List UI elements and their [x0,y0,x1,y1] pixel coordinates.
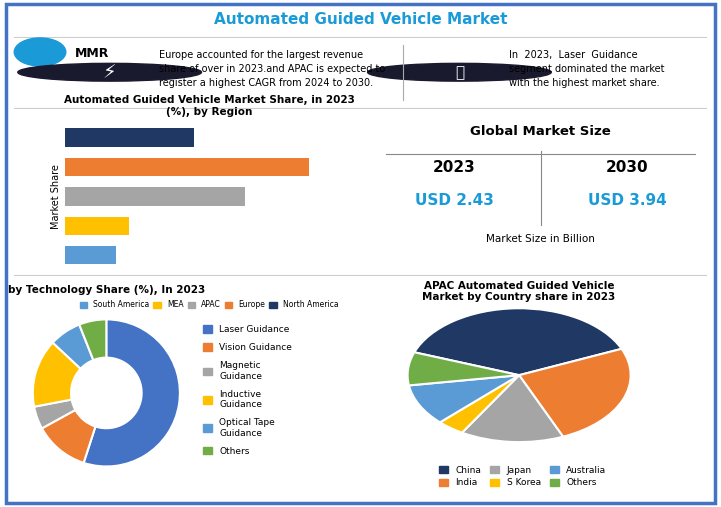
Bar [65,188,245,205]
Text: Market Size in Billion: Market Size in Billion [486,234,596,244]
Ellipse shape [14,38,66,66]
Legend: China, India, Japan, S Korea, Australia, Others: China, India, Japan, S Korea, Australia,… [435,462,610,491]
Wedge shape [462,375,563,442]
Text: 2030: 2030 [606,160,649,175]
Text: Automated Guided Vehicle Market: Automated Guided Vehicle Market [213,12,508,26]
Wedge shape [79,319,107,360]
Wedge shape [42,410,95,463]
Circle shape [18,63,201,81]
Wedge shape [409,375,519,422]
Bar [65,158,309,176]
Text: APAC Automated Guided Vehicle
Market by Country share in 2023: APAC Automated Guided Vehicle Market by … [423,281,616,302]
Wedge shape [84,319,180,466]
Text: Europe accounted for the largest revenue
share of over in 2023.and APAC is expec: Europe accounted for the largest revenue… [159,50,386,88]
Wedge shape [53,324,93,369]
Wedge shape [519,349,631,437]
Title: Automated Guided Vehicle Market Share, in 2023
(%), by Region: Automated Guided Vehicle Market Share, i… [63,95,355,117]
Text: ⚡: ⚡ [103,63,117,82]
Title: by Technology Share (%), In 2023: by Technology Share (%), In 2023 [8,284,205,295]
Text: USD 2.43: USD 2.43 [415,193,493,208]
Text: 🔥: 🔥 [455,65,464,80]
Text: USD 3.94: USD 3.94 [588,193,667,208]
Text: MMR: MMR [75,47,109,60]
Y-axis label: Market Share: Market Share [50,164,61,229]
Legend: South America, MEA, APAC, Europe, North America: South America, MEA, APAC, Europe, North … [76,297,342,312]
Text: 2023: 2023 [433,160,475,175]
Wedge shape [415,308,622,375]
Wedge shape [407,352,519,385]
Bar [65,246,116,265]
Wedge shape [33,343,81,407]
Text: In  2023,  Laser  Guidance
segment dominated the market
with the highest market : In 2023, Laser Guidance segment dominate… [509,50,664,88]
Text: Global Market Size: Global Market Size [470,125,611,138]
Circle shape [368,63,552,81]
Bar [65,128,193,147]
Legend: Laser Guidance, Vision Guidance, Magnetic
Guidance, Inductive
Guidance, Optical : Laser Guidance, Vision Guidance, Magneti… [203,325,292,456]
Bar [65,217,129,235]
Wedge shape [34,400,76,428]
Wedge shape [440,375,519,432]
